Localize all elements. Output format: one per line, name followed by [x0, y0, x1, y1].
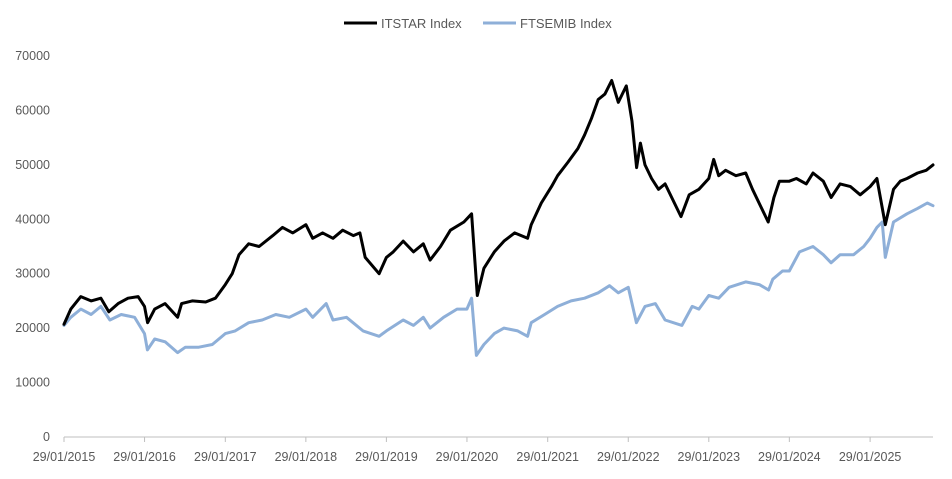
legend: ITSTAR Index FTSEMIB Index [344, 16, 612, 31]
x-tick-label: 29/01/2015 [33, 450, 96, 464]
y-tick-label: 50000 [15, 158, 50, 172]
series-layer [62, 79, 935, 357]
y-tick-label: 30000 [15, 267, 50, 281]
x-tick-label: 29/01/2019 [355, 450, 418, 464]
x-tick-label: 29/01/2021 [516, 450, 579, 464]
series-line-ftsemib-index [62, 201, 935, 357]
x-tick-label: 29/01/2016 [113, 450, 176, 464]
x-tick-label: 29/01/2022 [597, 450, 660, 464]
x-tick-label: 29/01/2024 [758, 450, 821, 464]
y-tick-label: 40000 [15, 212, 50, 226]
y-tick-label: 70000 [15, 49, 50, 63]
y-tick-label: 60000 [15, 103, 50, 117]
x-tick-label: 29/01/2025 [839, 450, 902, 464]
legend-label: FTSEMIB Index [520, 16, 612, 31]
series-line-itstar-index [62, 79, 935, 326]
x-tick-label: 29/01/2020 [436, 450, 499, 464]
y-tick-label: 0 [43, 430, 50, 444]
legend-label: ITSTAR Index [381, 16, 462, 31]
x-axis: 29/01/2015 29/01/2016 29/01/2017 29/01/2018… [33, 436, 933, 464]
y-tick-label: 10000 [15, 376, 50, 390]
x-tick-label: 29/01/2023 [678, 450, 741, 464]
y-tick-label: 20000 [15, 321, 50, 335]
x-tick-label: 29/01/2017 [194, 450, 257, 464]
x-tick-label: 29/01/2018 [275, 450, 338, 464]
y-axis: 0 10000 20000 30000 40000 50000 60000 70000 [15, 49, 50, 444]
